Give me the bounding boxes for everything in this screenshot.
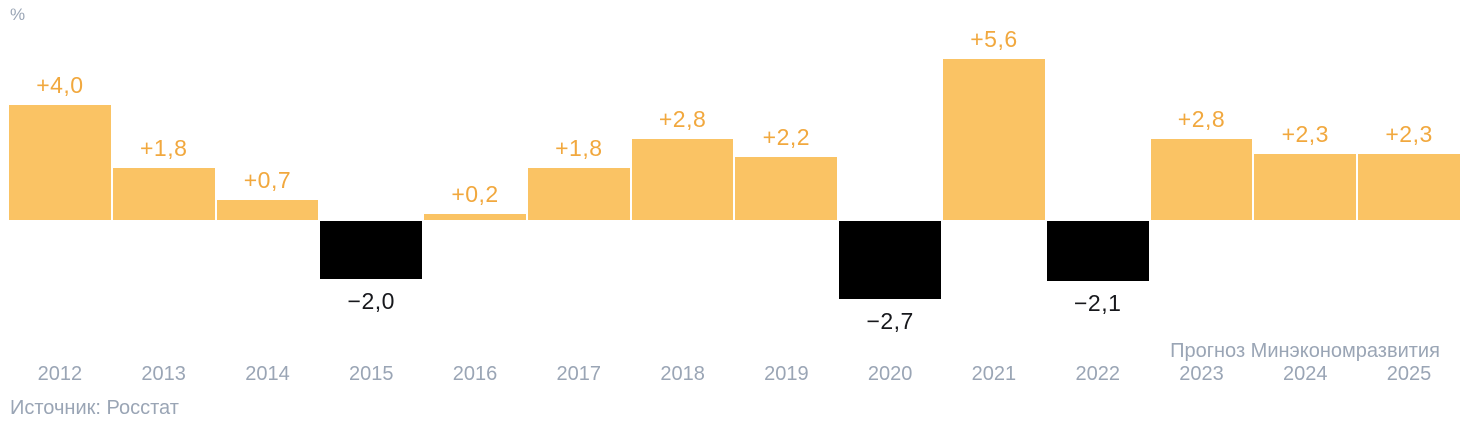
axis-label-2020: 2020 bbox=[867, 363, 913, 385]
axis-label-2018: 2018 bbox=[660, 363, 705, 385]
bar-2015 bbox=[320, 221, 423, 279]
bar-2013 bbox=[112, 168, 215, 220]
bar-value-label-2025: +2,3 bbox=[1385, 121, 1433, 147]
axis-label-2019: 2019 bbox=[764, 363, 809, 385]
axis-label-2015: 2015 bbox=[348, 363, 394, 385]
bar-value-label-2015: −2,0 bbox=[347, 288, 395, 314]
axis-label-2013: 2013 bbox=[141, 363, 186, 385]
bar-column-2012: +4,0 2012 bbox=[9, 0, 111, 422]
bar-column-2013: +1,8 2013 bbox=[112, 0, 215, 422]
axis-label-2022: 2022 bbox=[1075, 363, 1120, 385]
bar-2023 bbox=[1150, 139, 1253, 220]
bar-value-label-2016: +0,2 bbox=[451, 181, 499, 207]
bar-value-label-2014: +0,7 bbox=[243, 167, 292, 193]
axis-label-2014: 2014 bbox=[245, 363, 290, 385]
bar-2024 bbox=[1254, 154, 1357, 220]
source-note: Источник: Росстат bbox=[10, 397, 179, 419]
bar-column-2021: +5,6 2021 bbox=[943, 0, 1045, 422]
bar-2016 bbox=[424, 214, 526, 220]
axis-label-2021: 2021 bbox=[971, 363, 1017, 385]
chart-plot-area: +4,0 2012 +1,8 2013 +0,7 2014 −2,0 2015 +0,2 2016… bbox=[9, 0, 1460, 422]
forecast-note: Прогноз Минэкономразвития bbox=[1170, 340, 1440, 362]
bar-2021 bbox=[943, 59, 1045, 220]
bar-2020 bbox=[839, 221, 942, 299]
bar-value-label-2021: +5,6 bbox=[970, 26, 1018, 52]
bar-2014 bbox=[216, 200, 319, 220]
bar-value-label-2013: +1,8 bbox=[139, 135, 188, 161]
y-axis-unit-label: % bbox=[10, 5, 26, 24]
bar-value-label-2020: −2,7 bbox=[866, 308, 914, 334]
bar-2017 bbox=[527, 168, 630, 220]
bar-column-2018: +2,8 2018 bbox=[631, 0, 734, 422]
bar-2012 bbox=[9, 105, 111, 220]
axis-label-2012: 2012 bbox=[37, 363, 83, 385]
bar-column-2014: +0,7 2014 bbox=[216, 0, 319, 422]
bar-value-label-2017: +1,8 bbox=[555, 135, 603, 161]
bar-column-2015: −2,0 2015 bbox=[320, 0, 423, 422]
bar-value-label-2024: +2,3 bbox=[1281, 121, 1329, 147]
axis-label-2024: 2024 bbox=[1283, 363, 1328, 385]
bar-2019 bbox=[735, 157, 838, 220]
bar-value-label-2022: −2,1 bbox=[1074, 290, 1122, 316]
bar-column-2019: +2,2 2019 bbox=[735, 0, 838, 422]
bar-value-label-2023: +2,8 bbox=[1177, 106, 1226, 132]
bar-column-2024: +2,3 2024 bbox=[1254, 0, 1357, 422]
bar-value-label-2012: +4,0 bbox=[36, 72, 84, 98]
bar-column-2023: +2,8 2023 bbox=[1150, 0, 1253, 422]
bar-column-2016: +0,2 2016 bbox=[424, 0, 526, 422]
axis-label-2017: 2017 bbox=[556, 363, 602, 385]
axis-label-2023: 2023 bbox=[1179, 363, 1224, 385]
bar-column-2025: +2,3 2025 bbox=[1358, 0, 1460, 422]
bar-column-2020: −2,7 2020 bbox=[839, 0, 942, 422]
bar-value-label-2018: +2,8 bbox=[658, 106, 707, 132]
bar-value-label-2019: +2,2 bbox=[762, 124, 811, 150]
bar-column-2017: +1,8 2017 bbox=[527, 0, 630, 422]
axis-label-2025: 2025 bbox=[1386, 363, 1432, 385]
bar-2018 bbox=[631, 139, 734, 220]
bar-2022 bbox=[1046, 221, 1149, 281]
bar-2025 bbox=[1358, 154, 1460, 220]
axis-label-2016: 2016 bbox=[452, 363, 498, 385]
bar-column-2022: −2,1 2022 bbox=[1046, 0, 1149, 422]
